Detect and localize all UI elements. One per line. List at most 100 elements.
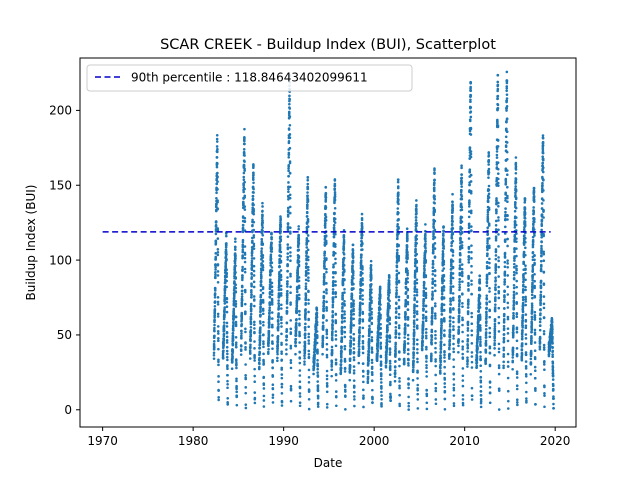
data-point xyxy=(359,281,363,285)
data-point xyxy=(423,256,427,260)
data-point xyxy=(334,379,338,382)
data-point xyxy=(342,263,346,267)
data-point xyxy=(412,319,416,322)
data-point xyxy=(232,296,236,300)
data-point xyxy=(458,260,462,264)
data-point xyxy=(252,220,256,224)
data-point xyxy=(416,383,420,387)
data-point xyxy=(466,334,470,337)
data-point xyxy=(412,330,416,334)
data-point xyxy=(370,301,373,305)
data-point xyxy=(457,350,460,354)
data-point xyxy=(486,215,490,219)
data-point xyxy=(461,374,465,378)
data-point xyxy=(244,391,248,395)
data-point xyxy=(261,226,264,229)
data-point xyxy=(262,383,266,387)
data-point xyxy=(361,318,365,321)
data-point xyxy=(270,290,274,294)
data-point xyxy=(424,317,428,320)
data-point xyxy=(467,205,471,208)
data-point xyxy=(288,107,292,110)
data-point xyxy=(214,268,217,271)
data-point xyxy=(366,379,370,383)
data-point xyxy=(442,275,446,278)
data-point xyxy=(307,290,310,294)
data-point xyxy=(234,320,238,324)
data-point xyxy=(451,250,455,254)
data-point xyxy=(271,334,274,337)
data-point xyxy=(334,334,338,337)
data-point xyxy=(361,279,364,282)
data-point xyxy=(303,345,307,349)
data-point xyxy=(493,339,497,342)
data-point xyxy=(325,330,329,334)
data-point xyxy=(307,339,311,342)
data-point xyxy=(316,380,320,383)
data-point xyxy=(450,244,453,248)
data-point xyxy=(467,210,471,213)
data-point xyxy=(497,259,500,263)
data-point xyxy=(307,272,310,275)
data-point xyxy=(259,298,263,302)
data-point xyxy=(243,288,247,292)
data-point xyxy=(504,207,507,210)
data-point xyxy=(234,264,237,268)
data-point xyxy=(279,230,283,233)
data-point xyxy=(494,276,497,280)
data-point xyxy=(268,290,272,294)
data-point xyxy=(415,324,419,328)
data-point xyxy=(307,325,310,329)
data-point xyxy=(369,259,373,263)
data-point xyxy=(288,193,292,197)
data-point xyxy=(470,264,473,268)
data-point xyxy=(497,389,501,392)
data-point xyxy=(431,297,434,300)
data-point xyxy=(506,301,510,305)
data-point xyxy=(289,319,293,322)
data-point xyxy=(432,249,435,253)
data-point xyxy=(244,373,247,377)
data-point xyxy=(250,259,254,263)
data-point xyxy=(379,317,382,320)
data-point xyxy=(226,364,229,367)
data-point xyxy=(222,332,226,336)
data-point xyxy=(440,292,444,296)
data-point xyxy=(214,276,217,280)
data-point xyxy=(443,334,446,338)
data-point xyxy=(267,325,271,329)
data-point xyxy=(442,225,445,228)
data-point xyxy=(241,248,245,252)
data-point xyxy=(253,298,256,301)
data-point xyxy=(241,285,244,289)
data-point xyxy=(376,354,379,357)
data-point xyxy=(325,309,328,312)
data-point xyxy=(270,301,274,304)
data-point xyxy=(461,345,465,349)
data-point xyxy=(443,365,446,369)
data-point xyxy=(484,351,488,354)
data-point xyxy=(294,337,298,341)
data-point xyxy=(343,319,346,323)
data-point xyxy=(496,120,499,124)
data-point xyxy=(252,173,255,177)
data-point xyxy=(397,217,400,221)
data-point xyxy=(277,284,281,287)
data-point xyxy=(332,223,336,227)
data-point xyxy=(431,259,435,263)
data-point xyxy=(494,223,498,227)
data-point xyxy=(285,338,288,342)
data-point xyxy=(234,302,238,306)
data-point xyxy=(334,313,338,316)
data-point xyxy=(469,94,473,97)
data-point xyxy=(243,220,247,223)
data-point xyxy=(287,139,291,143)
data-point xyxy=(258,330,262,334)
data-point xyxy=(485,297,489,301)
data-point xyxy=(243,154,246,157)
data-point xyxy=(252,236,256,239)
data-point xyxy=(225,341,229,344)
data-point xyxy=(413,314,416,317)
data-point xyxy=(334,395,338,399)
scatter-points xyxy=(212,70,555,411)
